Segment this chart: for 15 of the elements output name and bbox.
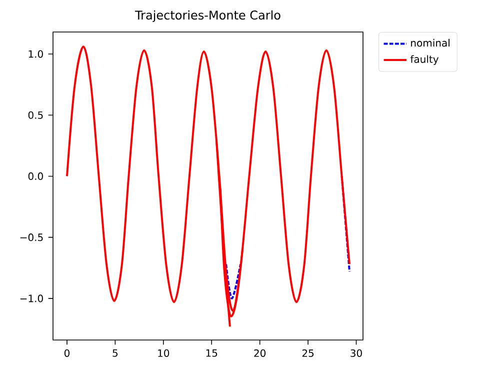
y-tick-label: 1.0 — [28, 50, 43, 58]
y-tick-label: 0.0 — [28, 172, 43, 180]
y-tick-label: −0.5 — [20, 234, 43, 242]
chart-title: Trajectories-Monte Carlo — [134, 10, 280, 22]
x-tick-label: 0 — [64, 349, 70, 357]
x-tick-label: 5 — [112, 349, 118, 357]
x-tick-label: 15 — [206, 349, 218, 357]
x-tick-label: 10 — [158, 349, 170, 357]
legend-label: faulty — [410, 55, 439, 65]
x-tick-label: 25 — [302, 349, 314, 357]
x-tick-label: 20 — [254, 349, 266, 357]
legend-label: nominal — [411, 38, 450, 47]
y-tick-label: 0.5 — [28, 111, 43, 119]
y-tick-label: −1.0 — [20, 294, 43, 302]
x-tick-label: 30 — [350, 349, 362, 357]
